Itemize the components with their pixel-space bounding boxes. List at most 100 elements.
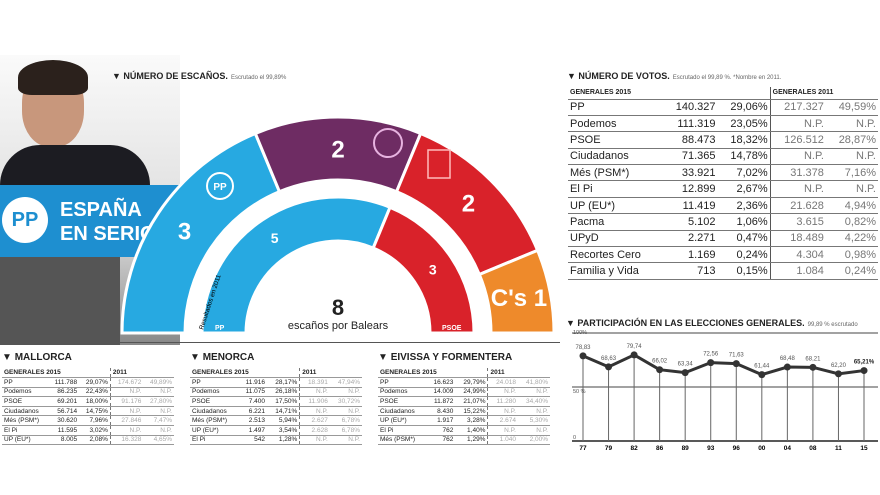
cell: N.P. <box>517 406 550 417</box>
cell: 14,75% <box>79 406 111 417</box>
table-row: PP 11.916 28,17% 18.391 47,94% <box>190 377 362 388</box>
cell: 4,94% <box>825 197 878 215</box>
x-tick-label: 00 <box>758 445 766 452</box>
table-row: UPyD 2.271 0,47% 18.489 4,22% <box>568 230 878 248</box>
table-row: Ciudadanos 8.430 15,22% N.P. N.P. <box>378 406 550 417</box>
data-label: 68,21 <box>805 356 821 362</box>
cell: 11.916 <box>238 377 268 388</box>
cell: 7,02% <box>717 164 771 182</box>
table-row: PSOE 88.473 18,32% 126.512 28,87% <box>568 131 878 149</box>
cell: N.P. <box>329 406 362 417</box>
cell: Més (PSM*) <box>190 415 239 427</box>
cell: Ciudadanos <box>190 406 239 417</box>
cell: Més (PSM*) <box>568 164 663 182</box>
banner-text: ESPAÑA <box>60 199 142 221</box>
table-row: El Pi 12.899 2,67% N.P. N.P. <box>568 180 878 198</box>
cell: N.P. <box>329 387 362 398</box>
x-tick-label: 89 <box>682 445 690 452</box>
table-row: El Pi 11.595 3,02% N.P. N.P. <box>2 425 174 436</box>
cell: Podemos <box>568 115 663 133</box>
cell: 21.628 <box>769 197 826 215</box>
cell: 3.615 <box>769 213 826 231</box>
cell: 11.419 <box>662 197 718 215</box>
seat-label: 2 <box>331 137 344 164</box>
table-row: Podemos 11.075 26,18% N.P. N.P. <box>190 387 362 398</box>
cell: 86.235 <box>47 387 80 398</box>
cell: 49,89% <box>143 377 174 388</box>
cell: PSOE <box>2 396 48 407</box>
cell: N.P. <box>487 425 518 436</box>
cell: N.P. <box>769 148 826 166</box>
participation-title: ▼ PARTICIPACIÓN EN LAS ELECCIONES GENERA… <box>566 318 858 328</box>
header-2015: GENERALES 2015 <box>190 368 300 379</box>
cell: N.P. <box>299 406 330 417</box>
x-tick-label: 08 <box>809 445 817 452</box>
cell: 33.921 <box>662 164 718 182</box>
divider <box>120 342 560 343</box>
table-row: PSOE 11.872 21,07% 11.280 34,40% <box>378 396 550 407</box>
cell: Ciudadanos <box>378 406 426 417</box>
seat-label: 3 <box>429 262 437 278</box>
cell: Pacma <box>568 213 663 231</box>
cell: 5.102 <box>662 213 718 231</box>
header-2015: GENERALES 2015 <box>568 87 771 100</box>
x-tick-label: 86 <box>656 445 664 452</box>
table-row: PSOE 7.400 17,50% 11.906 30,72% <box>190 396 362 407</box>
cell: 88.473 <box>662 131 718 149</box>
x-tick-label: 82 <box>630 445 638 452</box>
cell: PSOE <box>568 131 663 149</box>
x-tick-label: 93 <box>707 445 715 452</box>
cell: 14,71% <box>267 406 300 417</box>
table-row: PP 140.327 29,06% 217.327 49,59% <box>568 99 878 116</box>
seats-title: ▼ NÚMERO DE ESCAÑOS. Escrutado el 99,89% <box>112 71 287 81</box>
cell: 8.005 <box>47 435 80 446</box>
psoe-label: PSOE <box>442 325 462 332</box>
x-tick-label: 04 <box>784 445 792 452</box>
pp-logo-icon <box>206 172 234 200</box>
header-2011: GENERALES 2011 <box>769 87 878 100</box>
data-point <box>579 352 587 360</box>
cell: 2.628 <box>299 425 330 436</box>
cell: 49,59% <box>825 99 878 116</box>
data-label: 63,34 <box>678 362 694 368</box>
table-row: Més (PSM*) 30.620 7,96% 27.846 7,47% <box>2 415 174 427</box>
data-label: 68,48 <box>780 356 796 362</box>
table-row: UP (EU*) 1.497 3,54% 2.628 6,78% <box>190 425 362 436</box>
data-label: 61,44 <box>754 364 770 370</box>
cell: 2.271 <box>662 230 718 248</box>
table-row: Recortes Cero 1.169 0,24% 4.304 0,98% <box>568 246 878 264</box>
cell: 217.327 <box>769 99 826 116</box>
cell: N.P. <box>769 180 826 198</box>
cell: 11.906 <box>299 396 330 407</box>
cell: 111.319 <box>662 115 718 133</box>
cell: 1,40% <box>455 425 488 436</box>
table-row: PSOE 69.201 18,00% 91.176 27,80% <box>2 396 174 407</box>
table-row: Podemos 86.235 22,43% N.P. N.P. <box>2 387 174 398</box>
cell: 3,54% <box>267 425 300 436</box>
banner-text: EN SERIO <box>60 223 156 245</box>
cell: N.P. <box>329 435 362 446</box>
seat-segment-psoe <box>371 205 476 335</box>
votes-subtitle: Escrutado el 99,89 %. *Nombre en 2011. <box>672 75 782 81</box>
cell: 126.512 <box>769 131 826 149</box>
cell: 91.176 <box>109 396 144 407</box>
cell: 1.040 <box>487 435 518 446</box>
cell: 29,79% <box>455 377 488 388</box>
table-row: Més (PSM*) 33.921 7,02% 31.378 7,16% <box>568 164 878 182</box>
cell: 4,22% <box>825 230 878 248</box>
data-point <box>656 366 664 374</box>
island-title: ▼ EIVISSA Y FORMENTERA <box>378 352 513 363</box>
seat-label: 3 <box>178 218 191 245</box>
data-point <box>834 370 842 378</box>
x-tick-label: 11 <box>835 445 842 452</box>
island-table: GENERALES 2015 2011 PP 11.916 28,17% 18.391 47… <box>190 368 362 446</box>
cell: El Pi <box>2 425 48 436</box>
cell: Ciudadanos <box>2 406 48 417</box>
table-row: UP (EU*) 11.419 2,36% 21.628 4,94% <box>568 197 878 215</box>
pp-label: PP <box>215 325 225 332</box>
cell: 2.627 <box>299 415 330 427</box>
cell: 174.672 <box>109 377 144 388</box>
cell: N.P. <box>143 425 174 436</box>
cell: 762 <box>425 425 456 436</box>
cell: 111.788 <box>47 377 80 388</box>
